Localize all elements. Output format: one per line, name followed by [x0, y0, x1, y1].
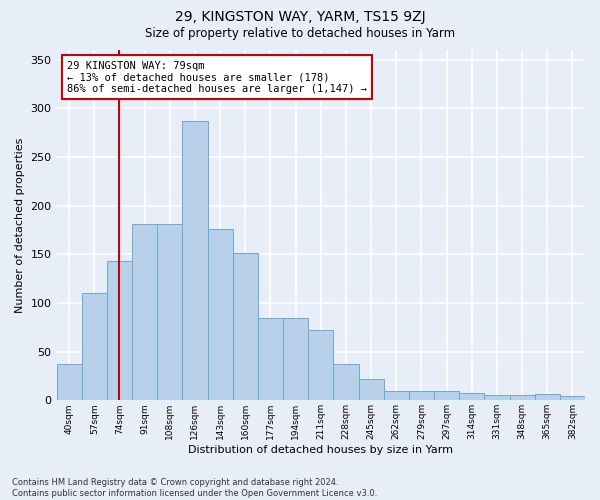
Bar — [82, 294, 107, 401]
Bar — [434, 390, 459, 400]
Bar — [233, 254, 258, 400]
Bar — [182, 121, 208, 400]
Bar — [258, 318, 283, 400]
Bar — [409, 390, 434, 400]
X-axis label: Distribution of detached houses by size in Yarm: Distribution of detached houses by size … — [188, 445, 453, 455]
Bar — [283, 318, 308, 400]
Bar — [157, 224, 182, 400]
Y-axis label: Number of detached properties: Number of detached properties — [15, 138, 25, 313]
Bar — [308, 330, 334, 400]
Bar — [107, 261, 132, 400]
Bar — [560, 396, 585, 400]
Bar — [208, 229, 233, 400]
Bar — [535, 394, 560, 400]
Text: 29 KINGSTON WAY: 79sqm
← 13% of detached houses are smaller (178)
86% of semi-de: 29 KINGSTON WAY: 79sqm ← 13% of detached… — [67, 60, 367, 94]
Bar — [56, 364, 82, 400]
Text: Size of property relative to detached houses in Yarm: Size of property relative to detached ho… — [145, 28, 455, 40]
Bar — [334, 364, 359, 400]
Text: Contains HM Land Registry data © Crown copyright and database right 2024.
Contai: Contains HM Land Registry data © Crown c… — [12, 478, 377, 498]
Bar — [359, 379, 383, 400]
Text: 29, KINGSTON WAY, YARM, TS15 9ZJ: 29, KINGSTON WAY, YARM, TS15 9ZJ — [175, 10, 425, 24]
Bar — [459, 392, 484, 400]
Bar — [484, 396, 509, 400]
Bar — [383, 390, 409, 400]
Bar — [132, 224, 157, 400]
Bar — [509, 396, 535, 400]
